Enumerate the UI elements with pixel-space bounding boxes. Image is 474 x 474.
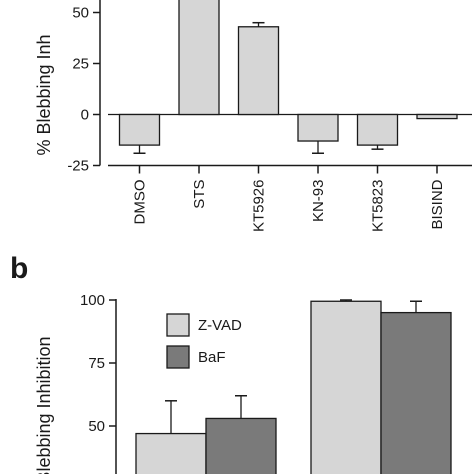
panel-a-x-tick-label: BISIND bbox=[429, 179, 446, 229]
panel-b-y-tick-label: 75 bbox=[88, 355, 105, 372]
panel-a-x-tick-label: DMSO bbox=[132, 180, 149, 225]
panel-b-bar bbox=[380, 311, 452, 474]
panel-b-bar bbox=[310, 300, 382, 474]
panel-a-x-tick-label: KT5926 bbox=[251, 180, 268, 233]
panel-b-legend-swatch bbox=[166, 345, 190, 369]
panel-a-x-tick-label: KT5823 bbox=[370, 180, 387, 233]
panel-a-y-axis-label: % Blebbing Inh bbox=[34, 34, 54, 155]
panel-a-y-tick-label: 50 bbox=[72, 5, 89, 22]
panel-b-y-tick-label: 50 bbox=[88, 418, 105, 435]
panel-a-x-tick-label: KN-93 bbox=[310, 180, 327, 223]
panel-a-bar bbox=[356, 113, 399, 146]
panel-a-bar bbox=[178, 0, 220, 116]
panel-a-bar bbox=[237, 26, 280, 116]
panel-a-chart: % Blebbing Inh -25 0 25 50 DMSO STS KT5926 KN-9… bbox=[34, 0, 472, 232]
panel-b-label: b bbox=[10, 252, 28, 285]
panel-b-bar bbox=[135, 432, 207, 474]
panel-b-legend-label: Z-VAD bbox=[198, 317, 242, 334]
panel-b-y-tick-label: 100 bbox=[80, 292, 105, 309]
panel-a-y-tick-label: 25 bbox=[72, 56, 89, 73]
panel-a-bar bbox=[118, 113, 161, 146]
panel-a-bar bbox=[297, 113, 339, 142]
panel-a-y-tick-label: -25 bbox=[67, 158, 89, 175]
panel-b-bar bbox=[205, 417, 277, 474]
panel-a-x-tick-label: STS bbox=[191, 180, 208, 209]
panel-a-y-tick-label: 0 bbox=[81, 107, 89, 124]
panel-b-legend-swatch bbox=[166, 313, 190, 337]
panel-b-y-axis-label: Blebbing Inhibition bbox=[34, 336, 54, 474]
panel-b-chart: b Blebbing Inhibition 50 75 100 Z-VAD BaF bbox=[10, 252, 452, 474]
panel-a-bar bbox=[416, 113, 458, 120]
panel-b-legend-label: BaF bbox=[198, 349, 226, 366]
